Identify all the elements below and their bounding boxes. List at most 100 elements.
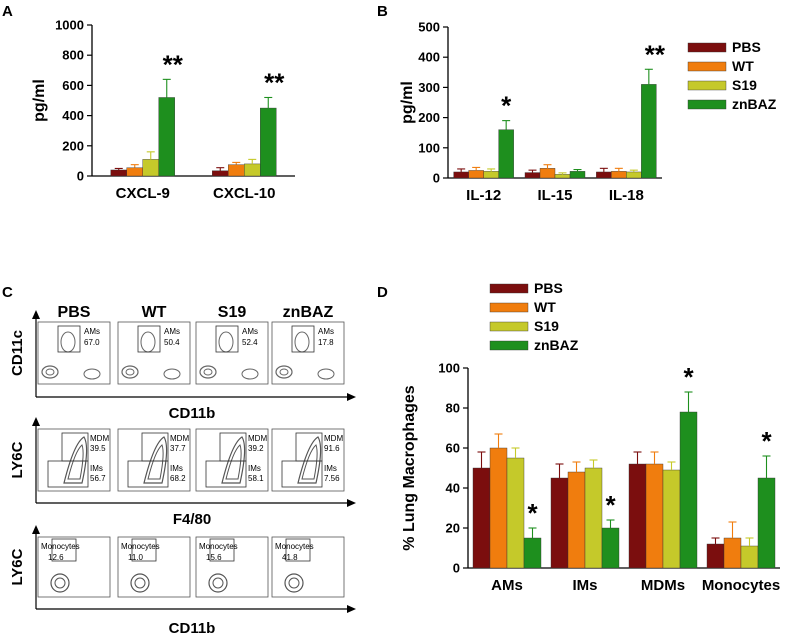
bar-s19-cxcl-9 [142, 159, 159, 177]
flow-column-header-s19: S19 [218, 304, 247, 321]
y-tick-label: 300 [418, 80, 440, 95]
flow-plot-frame [37, 428, 111, 492]
flow-contour [301, 444, 318, 480]
y-tick-label: 0 [433, 171, 440, 186]
flow-contour [225, 444, 242, 480]
panel-letter-b: B [377, 3, 388, 20]
significance-marker: ** [163, 49, 184, 79]
panel-letter-d: D [377, 284, 388, 301]
flow-plot-frame [117, 536, 191, 598]
bar-s19-il-18 [626, 171, 642, 179]
flow-plot-frame [195, 321, 269, 385]
flow-contour [67, 444, 84, 480]
flow-contour [203, 368, 213, 376]
legend-label-znbaz: znBAZ [732, 96, 777, 112]
bar-s19-mdms [662, 469, 681, 569]
category-label-il-15: IL-15 [537, 187, 572, 204]
flow-gate-name: MDM [248, 434, 267, 443]
flow-gate-name: Monocytes [121, 542, 160, 551]
bar-wt-ams [489, 447, 508, 569]
y-tick-label: 100 [418, 140, 440, 155]
flow-x-axis-label: CD11b [169, 405, 216, 422]
flow-contour [41, 365, 59, 379]
legend-swatch-s19 [489, 321, 529, 332]
flow-y-axis-label: LY6C [9, 441, 26, 478]
flow-gate-value: 41.8 [282, 553, 298, 562]
flow-contour [199, 365, 217, 379]
flow-x-axis-label: CD11b [169, 620, 216, 637]
flow-x-arrow-icon [347, 393, 356, 401]
flow-column-header-pbs: PBS [58, 304, 91, 321]
legend-label-pbs: PBS [534, 280, 563, 296]
y-tick-label: 0 [77, 169, 84, 184]
legend-label-wt: WT [534, 299, 556, 315]
bar-pbs-monocytes [706, 543, 725, 569]
flow-contour [83, 368, 101, 380]
legend-label-wt: WT [732, 58, 754, 74]
flow-contour [125, 368, 135, 376]
bar-pbs-cxcl-10 [212, 170, 229, 177]
flow-gate-box [47, 460, 89, 488]
flow-gate-value: 56.7 [90, 474, 106, 483]
legend-panel-b: PBS WT S19 znBAZ [687, 39, 777, 112]
flow-gate-value: 12.6 [48, 553, 64, 562]
bar-wt-cxcl-10 [228, 164, 245, 177]
flow-cytometry-panel-c: PBS WT S19 znBAZ CD11c CD11b AMs 67.0 AMs 50.4 AMs… [9, 304, 356, 637]
flow-gate-name: Monocytes [275, 542, 314, 551]
flow-gate-value: 58.1 [248, 474, 264, 483]
flow-gate-name: Monocytes [199, 542, 238, 551]
flow-gate-value: 37.7 [170, 444, 186, 453]
panel-letter-a: A [2, 3, 13, 20]
flow-gate-box [137, 325, 161, 353]
flow-gate-name: IMs [90, 464, 103, 473]
bar-s19-il-12 [483, 171, 499, 179]
flow-gate-value: 39.2 [248, 444, 264, 453]
bar-wt-monocytes [723, 537, 742, 569]
y-axis-title: % Lung Macrophages [401, 385, 418, 550]
significance-marker: ** [264, 67, 285, 97]
significance-marker: * [683, 362, 694, 392]
y-tick-label: 60 [446, 441, 460, 456]
flow-contour [212, 577, 224, 589]
category-label-ams: AMs [491, 577, 523, 594]
flow-y-arrow-icon [32, 310, 40, 319]
legend-panel-d: PBS WT S19 znBAZ [489, 280, 579, 353]
flow-y-arrow-icon [32, 525, 40, 534]
bar-wt-il-12 [468, 170, 484, 179]
chart-panel-b: 0 100 200 300 400 500 pg/ml IL-12 * IL-15 IL-18 ** [399, 20, 666, 205]
bar-pbs-il-15 [524, 172, 541, 179]
significance-marker: * [501, 91, 512, 121]
flow-gate-name: AMs [84, 327, 100, 336]
category-label-il-12: IL-12 [466, 187, 501, 204]
flow-contour [121, 365, 139, 379]
bar-znbaz-il-12 [498, 129, 514, 179]
flow-gate-box [291, 325, 315, 353]
flow-contour [317, 368, 335, 380]
flow-contour [208, 573, 228, 593]
flow-contour [147, 444, 164, 480]
flow-gate-box [281, 460, 323, 488]
flow-x-arrow-icon [347, 499, 356, 507]
flow-gate-box [57, 325, 81, 353]
flow-gate-name: AMs [164, 327, 180, 336]
y-tick-label: 200 [418, 110, 440, 125]
flow-contour [221, 436, 246, 484]
bar-pbs-mdms [628, 463, 647, 569]
flow-gate-name: IMs [170, 464, 183, 473]
legend-swatch-pbs [489, 283, 529, 294]
category-label-cxcl-10: CXCL-10 [213, 185, 276, 202]
significance-marker: * [761, 426, 772, 456]
flow-y-arrow-icon [32, 417, 40, 426]
bar-pbs-ims [550, 477, 569, 569]
y-tick-label: 0 [453, 561, 460, 576]
bar-wt-il-15 [539, 168, 556, 179]
flow-contour [143, 436, 168, 484]
legend-swatch-wt [489, 302, 529, 313]
flow-gate-name: AMs [318, 327, 334, 336]
flow-gate-value: 52.4 [242, 338, 258, 347]
flow-gate-name: AMs [242, 327, 258, 336]
bar-s19-il-15 [554, 174, 571, 179]
bar-pbs-il-18 [596, 171, 612, 179]
flow-gate-value: 15.6 [206, 553, 222, 562]
